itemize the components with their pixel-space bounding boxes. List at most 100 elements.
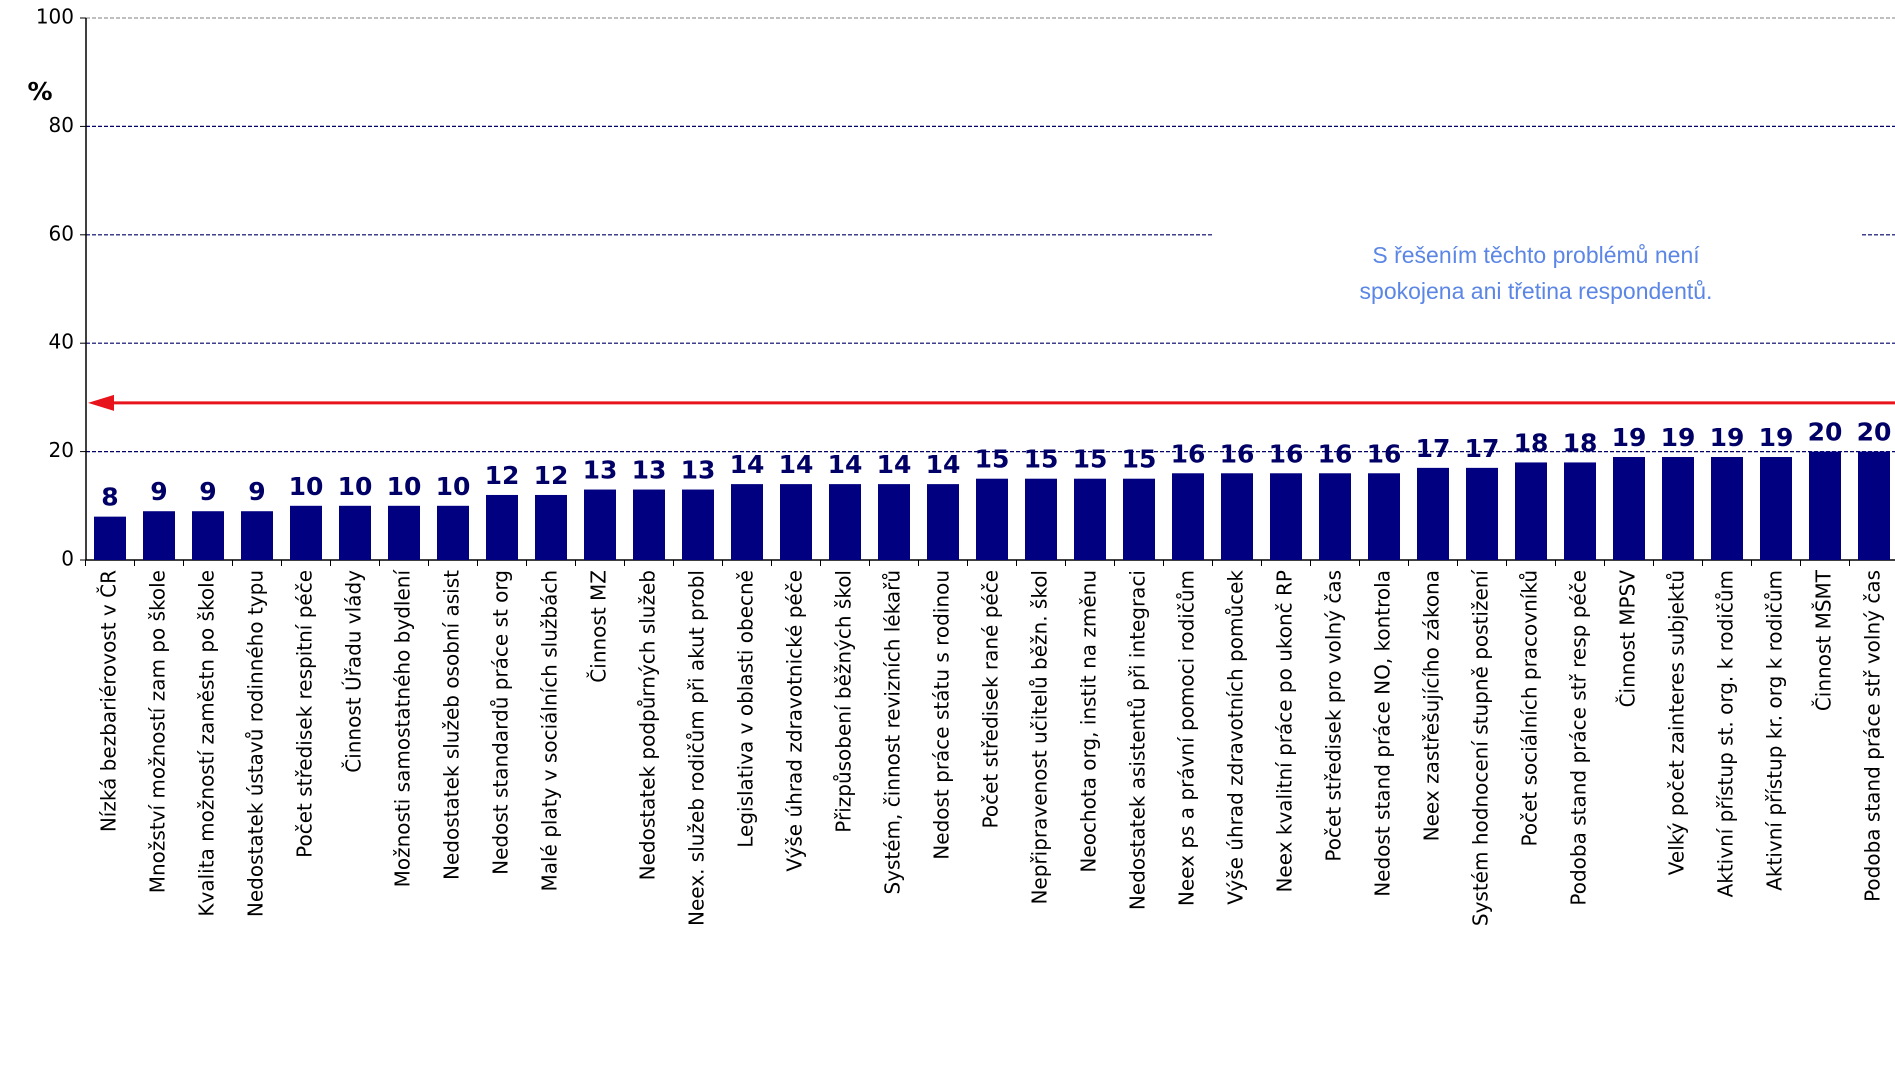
data-label: 18 [1514,428,1549,457]
data-label: 9 [248,477,265,506]
bar [1515,462,1547,560]
data-label: 8 [101,483,118,512]
data-label: 14 [779,450,814,479]
data-label: 19 [1661,423,1696,452]
bar [1760,457,1792,560]
x-tick-label: Počet středisek rané péče [979,570,1003,828]
bar [486,494,518,560]
x-tick-label: Podoba stand práce stř resp péče [1567,570,1591,906]
data-label: 10 [338,472,373,501]
data-label: 19 [1710,423,1745,452]
data-label: 14 [926,450,961,479]
x-tick-label: Nedost stand práce NO, kontrola [1371,570,1395,897]
x-tick-label: Neex. služeb rodičům při akut probl [685,570,709,926]
x-tick-label: Počet sociálních pracovníků [1518,570,1542,846]
bar [339,505,371,560]
data-label: 16 [1171,439,1206,468]
data-label: 15 [1122,445,1157,474]
x-tick-label: Malé platy v sociálních službách [538,570,562,892]
x-tick-label: Počet středisek pro volný čas [1322,570,1346,862]
data-label: 14 [730,450,765,479]
y-tick-label: 20 [49,438,74,462]
x-tick-label: Nepřipravenost učitelů běžn. škol [1028,570,1052,905]
x-tick-label: Neex zastřešujícího zákona [1420,570,1444,841]
data-label: 16 [1220,439,1255,468]
annotation-bg [1212,222,1860,322]
data-label: 17 [1465,434,1500,463]
y-axis-label: % [27,77,52,106]
x-tick-label: Nedostatek služeb osobní asist [440,570,464,880]
bar [388,505,420,560]
bar [1662,457,1694,560]
bar [535,494,567,560]
data-label: 16 [1367,439,1402,468]
bar [731,484,763,560]
bar [437,505,469,560]
data-label: 15 [975,445,1010,474]
bar [1270,473,1302,560]
x-tick-label: Výše úhrad zdravotnické péče [783,570,807,872]
data-label: 13 [681,456,716,485]
x-tick-label: Nedost standardů práce st org [489,570,513,875]
x-tick-label: Systém, činnost revizních lékařů [881,570,905,895]
data-label: 9 [150,477,167,506]
arrow-head [88,394,114,411]
x-tick-label: Nedost práce státu s rodinou [930,570,954,860]
data-label: 17 [1416,434,1451,463]
annotation: spokojena ani třetina respondentů. [1360,278,1713,304]
x-tick-label: Přizpůsobení běžných škol [832,570,856,833]
data-label: 10 [436,472,471,501]
x-tick-label: Systém hodnocení stupně postižení [1469,569,1493,927]
bar [1368,473,1400,560]
data-label: 18 [1563,428,1598,457]
data-label: 19 [1759,423,1794,452]
bar [1025,478,1057,560]
bar [878,484,910,560]
data-label: 15 [1073,445,1108,474]
bar [1858,451,1890,560]
bar [1319,473,1351,560]
x-tick-label: Počet středisek respitní péče [293,570,317,858]
x-tick-label: Činnost MŠMT [1812,569,1836,711]
x-tick-label: Neex kvalitní práce po ukonč RP [1273,570,1297,893]
x-tick-label: Kvalita možností zaměstn po škole [195,570,219,917]
bar [633,489,665,560]
data-label: 16 [1318,439,1353,468]
bar [1613,457,1645,560]
bar [1466,467,1498,560]
x-tick-label: Podoba stand práce stř volný čas [1861,570,1885,902]
y-tick-label: 60 [49,221,74,245]
bar [1711,457,1743,560]
data-label: 9 [199,477,216,506]
bar [290,505,322,560]
x-tick-label: Aktivní přístup kr. org k rodičům [1763,570,1787,891]
bar [829,484,861,560]
y-tick-label: 80 [49,113,74,137]
bar [1172,473,1204,560]
x-tick-label: Výše úhrad zdravotních pomůcek [1224,570,1248,905]
bar [584,489,616,560]
x-tick-label: Možnosti samostatného bydlení [391,569,415,888]
data-label: 12 [534,461,569,490]
y-tick-label: 100 [36,5,74,29]
bar [241,511,273,560]
x-tick-label: Aktivní přístup st. org. k rodičům [1714,570,1738,897]
x-tick-label: Nízká bezbariérovost v ČR [97,570,121,832]
bar [1074,478,1106,560]
data-label: 19 [1612,423,1647,452]
bar [143,511,175,560]
data-label: 10 [387,472,422,501]
data-label: 13 [583,456,618,485]
x-tick-label: Činnost MZ [587,570,611,683]
x-tick-label: Nedostatek ústavů rodinného typu [244,570,268,917]
x-tick-label: Činnost Úřadu vlády [342,570,366,773]
data-label: 15 [1024,445,1059,474]
annotation: S řešením těchto problémů není [1372,242,1700,268]
data-label: 14 [828,450,863,479]
data-label: 13 [632,456,667,485]
data-label: 10 [289,472,324,501]
x-tick-label: Neochota org, instit na změnu [1077,570,1101,873]
x-tick-label: Legislativa v oblasti obecně [734,570,758,848]
bar [192,511,224,560]
